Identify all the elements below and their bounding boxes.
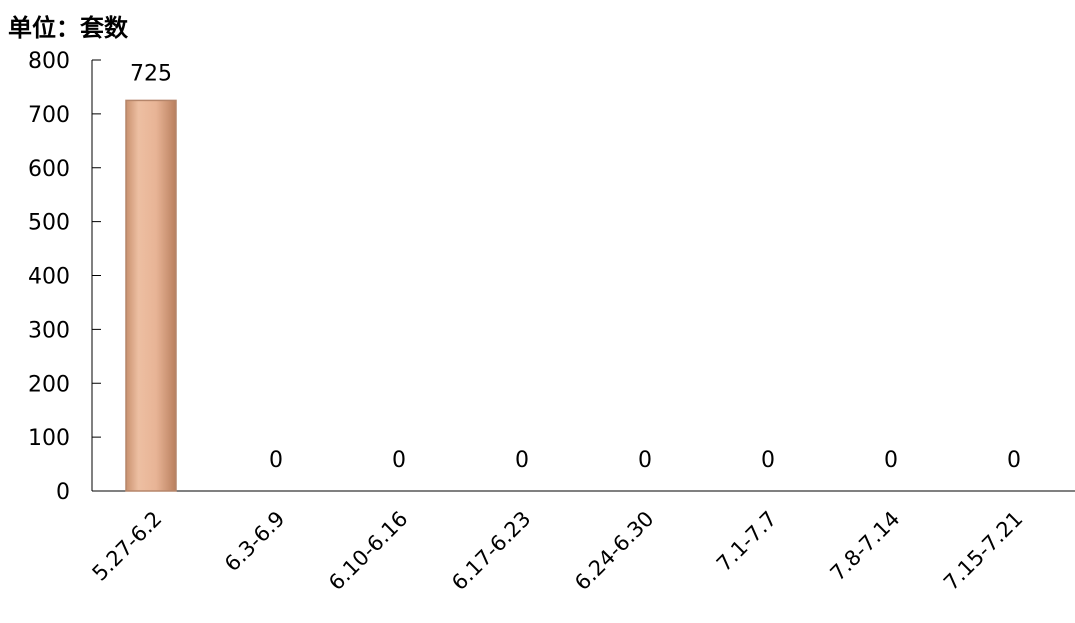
x-tick-label: 6.10-6.16 — [324, 507, 412, 595]
x-tick-label: 7.1-7.7 — [712, 507, 782, 577]
data-label: 0 — [269, 448, 283, 473]
unit-label: 单位：套数 — [8, 14, 128, 42]
y-tick-label: 500 — [28, 211, 70, 236]
bar — [125, 99, 177, 492]
data-label: 0 — [515, 448, 529, 473]
y-tick-label: 700 — [28, 103, 70, 128]
data-label: 0 — [638, 448, 652, 473]
x-tick-label: 6.3-6.9 — [220, 507, 290, 577]
y-tick-label: 800 — [28, 49, 70, 74]
y-axis: 0 100 200 300 400 500 600 700 800 — [28, 49, 101, 505]
y-tick-label: 200 — [28, 372, 70, 397]
data-labels: 725 0 0 0 0 0 0 0 — [130, 61, 1021, 473]
y-tick-label: 300 — [28, 318, 70, 343]
data-label: 0 — [1007, 448, 1021, 473]
x-axis: 5.27-6.2 6.3-6.9 6.10-6.16 6.17-6.23 6.24-6.… — [88, 490, 1075, 595]
data-label: 0 — [884, 448, 898, 473]
data-label: 0 — [761, 448, 775, 473]
y-tick-label: 600 — [28, 157, 70, 182]
y-tick-label: 100 — [28, 426, 70, 451]
y-tick-label: 0 — [56, 480, 70, 505]
x-tick-label: 5.27-6.2 — [88, 507, 167, 586]
x-tick-label: 7.15-7.21 — [939, 507, 1027, 595]
x-tick-label: 6.24-6.30 — [570, 507, 658, 595]
bars — [125, 99, 177, 492]
data-label: 725 — [130, 61, 172, 86]
x-tick-label: 6.17-6.23 — [447, 507, 535, 595]
y-tick-label: 400 — [28, 265, 70, 290]
x-tick-label: 7.8-7.14 — [826, 507, 905, 586]
data-label: 0 — [392, 448, 406, 473]
